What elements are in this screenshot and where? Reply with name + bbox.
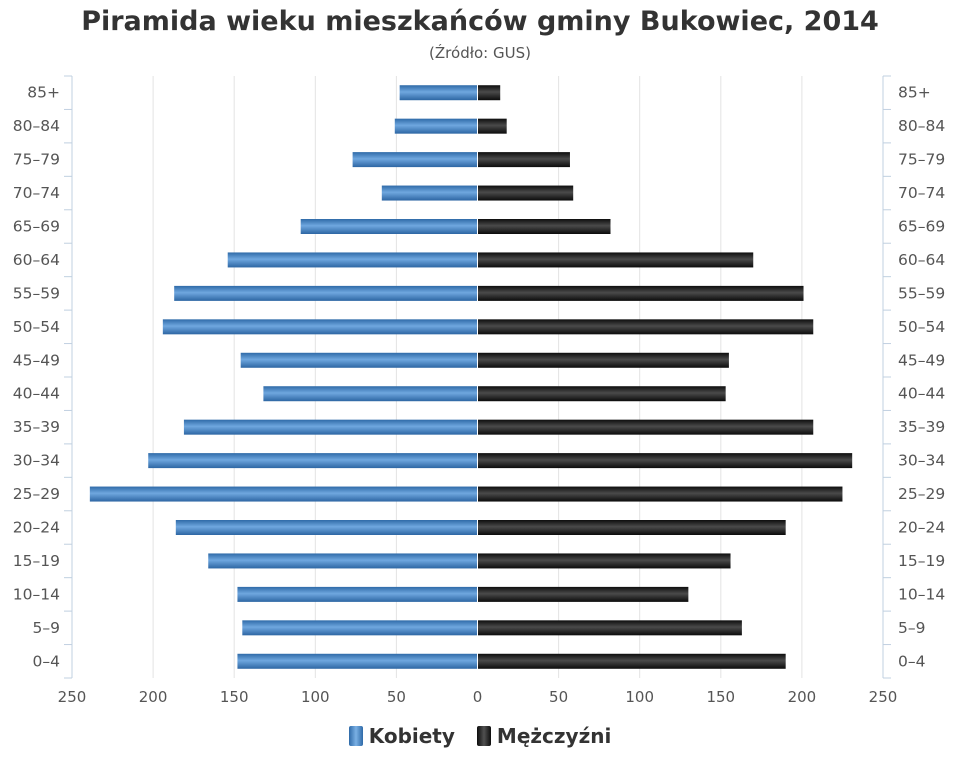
bar-kobiety-5-9[interactable]: [242, 620, 478, 636]
category-label-right: 5–9: [898, 619, 925, 637]
category-label-left: 20–24: [13, 519, 60, 537]
bar-kobiety-10-14[interactable]: [237, 586, 478, 602]
bar-mezczyzni-60-64[interactable]: [477, 252, 754, 268]
bar-kobiety-15-19[interactable]: [208, 553, 478, 569]
x-tick-label: 0: [473, 688, 483, 706]
category-label-left: 35–39: [13, 418, 60, 436]
category-label-right: 80–84: [898, 117, 945, 135]
bar-kobiety-40-44[interactable]: [263, 386, 478, 402]
bar-mezczyzni-30-34[interactable]: [477, 453, 853, 469]
x-tick-label: 250: [869, 688, 898, 706]
category-label-left: 45–49: [13, 351, 60, 369]
x-tick-label: 150: [706, 688, 735, 706]
bar-mezczyzni-85plus[interactable]: [477, 85, 501, 101]
legend-item-mezczyzni[interactable]: Mężczyźni: [476, 724, 612, 748]
bar-mezczyzni-75-79[interactable]: [477, 152, 570, 168]
bar-mezczyzni-0-4[interactable]: [477, 653, 786, 669]
bar-mezczyzni-20-24[interactable]: [477, 520, 786, 535]
bar-kobiety-80-84[interactable]: [394, 118, 478, 134]
category-label-right: 45–49: [898, 351, 945, 369]
category-label-right: 70–74: [898, 184, 945, 202]
category-label-left: 30–34: [13, 452, 60, 470]
category-label-left: 0–4: [33, 652, 60, 670]
category-label-left: 15–19: [13, 552, 60, 570]
x-tick-label: 200: [788, 688, 817, 706]
x-tick-label: 50: [549, 688, 568, 706]
category-label-right: 30–34: [898, 452, 945, 470]
category-label-left: 80–84: [13, 117, 60, 135]
category-label-left: 50–54: [13, 318, 60, 336]
category-label-right: 25–29: [898, 485, 945, 503]
bar-kobiety-60-64[interactable]: [227, 252, 478, 268]
x-tick-label: 100: [301, 688, 330, 706]
legend-item-kobiety[interactable]: Kobiety: [348, 724, 455, 748]
bar-kobiety-65-69[interactable]: [300, 219, 478, 234]
category-label-left: 85+: [27, 84, 60, 102]
x-tick-label: 200: [139, 688, 168, 706]
bar-mezczyzni-10-14[interactable]: [477, 586, 689, 602]
category-label-left: 60–64: [13, 251, 60, 269]
legend-label-kobiety: Kobiety: [368, 724, 455, 748]
category-label-left: 55–59: [13, 284, 60, 302]
bar-mezczyzni-40-44[interactable]: [477, 386, 726, 402]
x-tick-label: 50: [387, 688, 406, 706]
bar-mezczyzni-5-9[interactable]: [477, 620, 742, 636]
category-label-right: 0–4: [898, 652, 925, 670]
category-label-right: 10–14: [898, 585, 945, 603]
category-label-right: 85+: [898, 84, 931, 102]
category-label-left: 25–29: [13, 485, 60, 503]
category-label-right: 20–24: [898, 519, 945, 537]
chart-title: Piramida wieku mieszkańców gminy Bukowie…: [81, 6, 879, 37]
legend: Kobiety Mężczyźni: [0, 724, 960, 748]
bar-kobiety-30-34[interactable]: [148, 453, 478, 469]
bar-kobiety-25-29[interactable]: [89, 486, 478, 502]
category-label-right: 65–69: [898, 218, 945, 236]
bar-mezczyzni-35-39[interactable]: [477, 419, 814, 435]
category-label-left: 75–79: [13, 151, 60, 169]
legend-label-mezczyzni: Mężczyźni: [496, 724, 612, 748]
bar-kobiety-0-4[interactable]: [237, 653, 478, 669]
x-tick-label: 250: [58, 688, 87, 706]
bar-kobiety-85plus[interactable]: [399, 85, 478, 101]
category-label-right: 60–64: [898, 251, 945, 269]
bar-kobiety-55-59[interactable]: [174, 285, 478, 301]
category-label-left: 40–44: [13, 385, 60, 403]
bar-mezczyzni-45-49[interactable]: [477, 352, 729, 368]
category-label-left: 10–14: [13, 585, 60, 603]
bar-kobiety-45-49[interactable]: [240, 352, 478, 368]
bar-kobiety-35-39[interactable]: [183, 419, 478, 435]
legend-swatch-mezczyzni: [476, 726, 491, 746]
category-label-left: 5–9: [33, 619, 60, 637]
category-label-right: 15–19: [898, 552, 945, 570]
bar-kobiety-20-24[interactable]: [175, 520, 478, 535]
category-label-left: 70–74: [13, 184, 60, 202]
category-label-right: 55–59: [898, 284, 945, 302]
bar-kobiety-50-54[interactable]: [162, 319, 478, 335]
category-label-right: 50–54: [898, 318, 945, 336]
bar-mezczyzni-65-69[interactable]: [477, 219, 611, 234]
bar-kobiety-70-74[interactable]: [381, 185, 478, 201]
bar-mezczyzni-70-74[interactable]: [477, 185, 574, 201]
bar-kobiety-75-79[interactable]: [352, 152, 478, 168]
bar-mezczyzni-50-54[interactable]: [477, 319, 814, 335]
chart-subtitle: (Źródło: GUS): [429, 44, 531, 62]
category-label-right: 35–39: [898, 418, 945, 436]
category-label-left: 65–69: [13, 218, 60, 236]
category-label-right: 75–79: [898, 151, 945, 169]
x-tick-label: 150: [220, 688, 249, 706]
bar-mezczyzni-55-59[interactable]: [477, 285, 804, 301]
bar-mezczyzni-25-29[interactable]: [477, 486, 843, 502]
category-label-right: 40–44: [898, 385, 945, 403]
bar-mezczyzni-80-84[interactable]: [477, 118, 507, 134]
x-tick-label: 100: [625, 688, 654, 706]
bar-mezczyzni-15-19[interactable]: [477, 553, 731, 569]
legend-swatch-kobiety: [348, 726, 363, 746]
